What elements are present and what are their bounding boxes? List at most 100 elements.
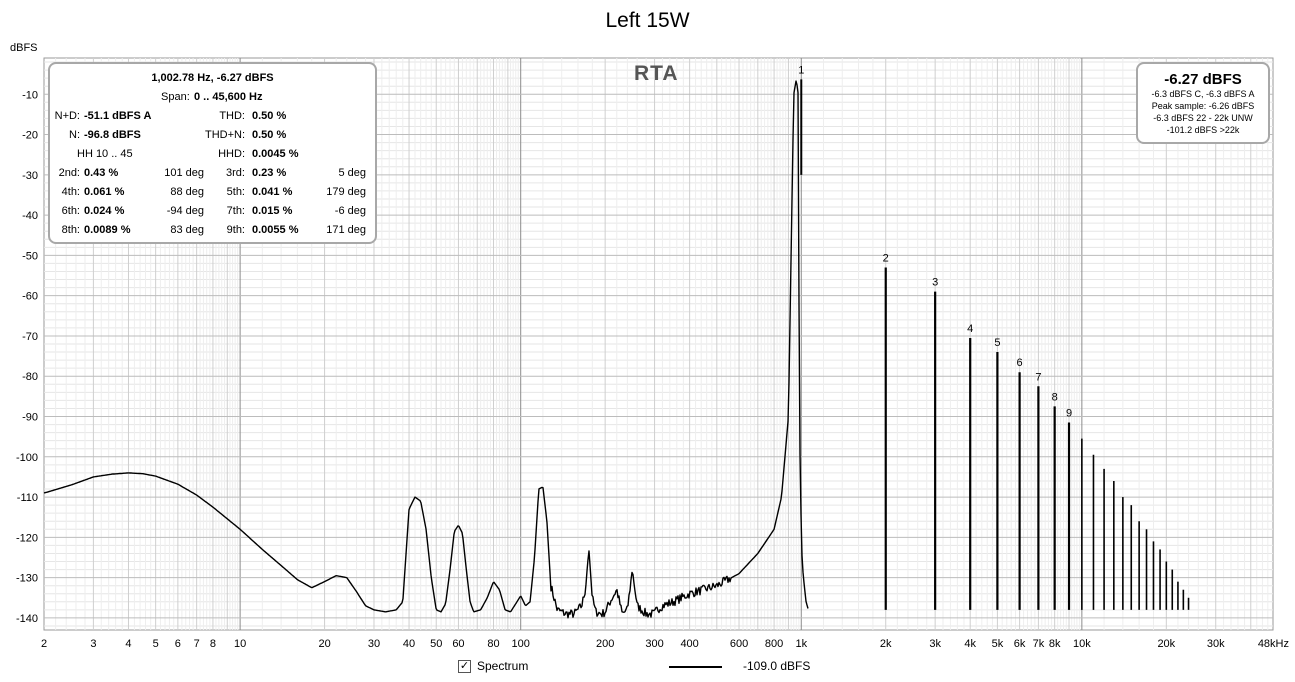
y-tick-label: -30 — [22, 170, 38, 182]
harmonic-phase: -6 deg — [334, 205, 366, 217]
harmonic-number-label: 3 — [932, 277, 938, 289]
thd-value: 0.50 % — [252, 110, 287, 122]
legend: ✓ Spectrum -109.0 dBFS — [456, 658, 876, 678]
harmonic-phase: 179 deg — [326, 186, 366, 198]
x-tick-label: 3 — [90, 638, 96, 650]
harmonic-number-label: 1 — [798, 64, 804, 76]
hhd-value: 0.0045 % — [252, 148, 299, 160]
measurement-info-box[interactable]: 1,002.78 Hz, -6.27 dBFS Span: 0 .. 45,60… — [48, 62, 377, 244]
span-value: 0 .. 45,600 Hz — [194, 91, 263, 103]
harmonic-phase: 171 deg — [326, 224, 366, 236]
x-tick-label: 8 — [210, 638, 216, 650]
x-tick-label: 1k — [795, 638, 807, 650]
fundamental-readout: 1,002.78 Hz, -6.27 dBFS — [151, 72, 274, 84]
legend-value: -109.0 dBFS — [743, 659, 811, 673]
x-tick-label: 5 — [153, 638, 159, 650]
level-info-box[interactable]: -6.27 dBFS -6.3 dBFS C, -6.3 dBFS A Peak… — [1136, 62, 1270, 144]
x-tick-label: 5k — [992, 638, 1004, 650]
x-tick-label: 60 — [452, 638, 464, 650]
harmonic-number-label: 7 — [1035, 371, 1041, 383]
above-22k-level: -101.2 dBFS >22k — [1166, 125, 1240, 135]
x-tick-label: 800 — [765, 638, 783, 650]
harmonic-number-label: 6 — [1017, 357, 1023, 369]
nd-label: N+D: — [54, 110, 80, 122]
x-tick-label: 200 — [596, 638, 614, 650]
x-tick-label: 30 — [368, 638, 380, 650]
harmonic-phase: 83 deg — [170, 224, 204, 236]
x-tick-label: 7 — [194, 638, 200, 650]
x-tick-label: 2k — [880, 638, 892, 650]
harmonic-value: 0.061 % — [84, 186, 125, 198]
x-tick-label: 300 — [645, 638, 663, 650]
x-tick-label: 2 — [41, 638, 47, 650]
span-label: Span: — [161, 91, 190, 103]
spectrum-checkbox-label[interactable]: Spectrum — [477, 659, 529, 673]
harmonic-label: 7th: — [226, 205, 245, 217]
harmonic-value: 0.015 % — [252, 205, 293, 217]
harmonic-label: 5th: — [226, 186, 245, 198]
x-tick-label: 30k — [1207, 638, 1225, 650]
y-tick-label: -50 — [22, 250, 38, 262]
x-tick-label: 48kHz — [1258, 638, 1289, 650]
x-tick-label: 20k — [1157, 638, 1175, 650]
y-tick-label: -140 — [16, 613, 38, 625]
x-tick-label: 20 — [318, 638, 330, 650]
x-tick-label: 4k — [964, 638, 976, 650]
y-axis-label: dBFS — [10, 42, 38, 54]
level-readout: -6.27 dBFS — [1164, 71, 1242, 88]
x-tick-label: 6k — [1014, 638, 1026, 650]
thd-label: THD: — [219, 110, 245, 122]
weighted-level: -6.3 dBFS C, -6.3 dBFS A — [1151, 89, 1255, 99]
x-tick-label: 6 — [175, 638, 181, 650]
x-tick-label: 40 — [403, 638, 415, 650]
y-tick-label: -40 — [22, 210, 38, 222]
thdn-label: THD+N: — [204, 129, 245, 141]
harmonic-value: 0.024 % — [84, 205, 125, 217]
harmonic-value: 0.43 % — [84, 167, 119, 179]
noise-label: N: — [69, 129, 80, 141]
harmonic-label: 9th: — [226, 224, 245, 236]
harmonic-phase: -94 deg — [166, 205, 204, 217]
x-tick-label: 10 — [234, 638, 246, 650]
harmonic-value: 0.0089 % — [84, 224, 131, 236]
harmonic-phase: 5 deg — [338, 167, 366, 179]
x-tick-label: 100 — [512, 638, 530, 650]
spectrum-trace — [43, 80, 809, 619]
hhd-label: HHD: — [218, 148, 245, 160]
x-tick-label: 7k — [1033, 638, 1045, 650]
harmonic-label: 3rd: — [226, 167, 245, 179]
legend-line-swatch — [669, 666, 722, 668]
harmonic-value: 0.23 % — [252, 167, 287, 179]
harmonic-number-label: 5 — [994, 337, 1000, 349]
harmonic-number-label: 2 — [883, 252, 889, 264]
rta-label: RTA — [634, 62, 679, 85]
x-tick-label: 8k — [1049, 638, 1061, 650]
harmonic-phase: 101 deg — [164, 167, 204, 179]
harmonic-value: 0.041 % — [252, 186, 293, 198]
hh-range-label: HH 10 .. 45 — [77, 148, 133, 160]
nd-value: -51.1 dBFS A — [84, 110, 152, 122]
chart-title: Left 15W — [605, 9, 690, 32]
x-tick-label: 4 — [125, 638, 131, 650]
unweighted-level: -6.3 dBFS 22 - 22k UNW — [1153, 113, 1253, 123]
peak-sample: Peak sample: -6.26 dBFS — [1151, 101, 1255, 111]
y-tick-label: -80 — [22, 371, 38, 383]
x-tick-label: 10k — [1073, 638, 1091, 650]
spectrum-checkbox[interactable]: ✓ — [458, 660, 471, 673]
harmonic-label: 8th: — [61, 224, 80, 236]
y-tick-label: -10 — [22, 89, 38, 101]
y-tick-label: -90 — [22, 412, 38, 424]
y-tick-label: -110 — [17, 492, 38, 504]
y-tick-label: -60 — [22, 291, 38, 303]
harmonic-number-label: 8 — [1052, 391, 1058, 403]
harmonic-label: 6th: — [61, 205, 80, 217]
harmonic-value: 0.0055 % — [252, 224, 299, 236]
x-tick-label: 50 — [430, 638, 442, 650]
harmonic-label: 4th: — [61, 186, 80, 198]
harmonic-number-label: 9 — [1066, 408, 1072, 420]
harmonic-number-label: 4 — [967, 323, 973, 335]
y-tick-label: -70 — [22, 331, 38, 343]
noise-value: -96.8 dBFS — [84, 129, 141, 141]
x-tick-label: 600 — [730, 638, 748, 650]
y-tick-label: -20 — [22, 130, 38, 142]
